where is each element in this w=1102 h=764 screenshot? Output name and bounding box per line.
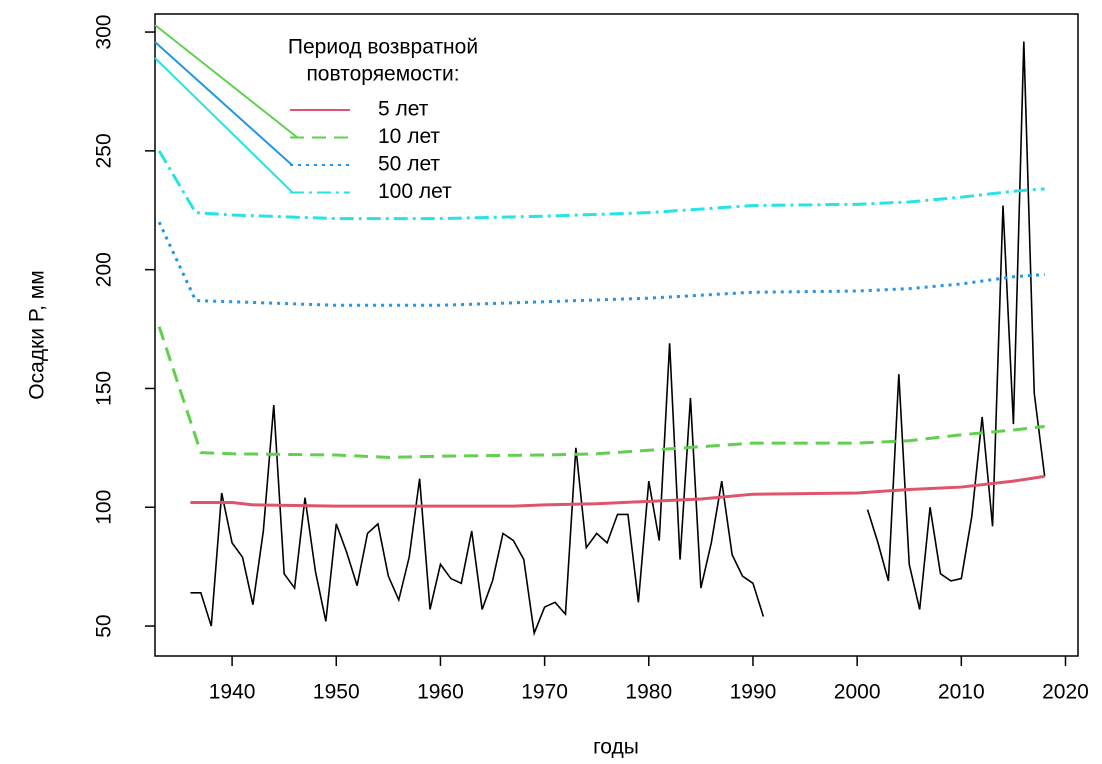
legend-label: 100 лет	[378, 180, 452, 203]
plot-frame	[154, 13, 1079, 657]
legend-title: повторяемости:	[306, 63, 459, 86]
legend-artifact	[154, 41, 293, 166]
y-tick-label: 50	[93, 614, 116, 637]
legend-artifact	[154, 24, 299, 139]
legend-label: 10 лет	[378, 125, 440, 148]
x-tick-label: 1950	[313, 681, 360, 704]
x-tick-label: 2000	[834, 681, 881, 704]
x-tick-label: 1990	[730, 681, 777, 704]
return-period-line	[157, 150, 1045, 221]
observed-line	[190, 343, 765, 637]
y-tick-label: 250	[93, 133, 116, 168]
x-tick-label: 1960	[417, 681, 464, 704]
x-tick-label: 2020	[1042, 681, 1089, 704]
return-period-line	[190, 474, 1045, 508]
observed-line	[866, 41, 1046, 610]
return-period-line	[157, 326, 1045, 459]
x-tick-label: 1980	[625, 681, 672, 704]
y-tick-label: 100	[93, 490, 116, 525]
legend-label: 5 лет	[378, 98, 429, 121]
y-tick-label: 200	[93, 252, 116, 287]
y-axis-label: Осадки P, мм	[26, 270, 49, 399]
y-tick-label: 300	[93, 15, 116, 50]
legend-title: Период возвратной	[288, 36, 478, 59]
return-period-line	[157, 221, 1045, 307]
x-tick-label: 1940	[209, 681, 256, 704]
x-axis-label: годы	[593, 736, 639, 759]
x-tick-label: 2010	[938, 681, 985, 704]
y-tick-label: 150	[93, 371, 116, 406]
legend-label: 50 лет	[378, 153, 440, 176]
x-tick-label: 1970	[521, 681, 568, 704]
legend-artifact	[154, 57, 293, 193]
